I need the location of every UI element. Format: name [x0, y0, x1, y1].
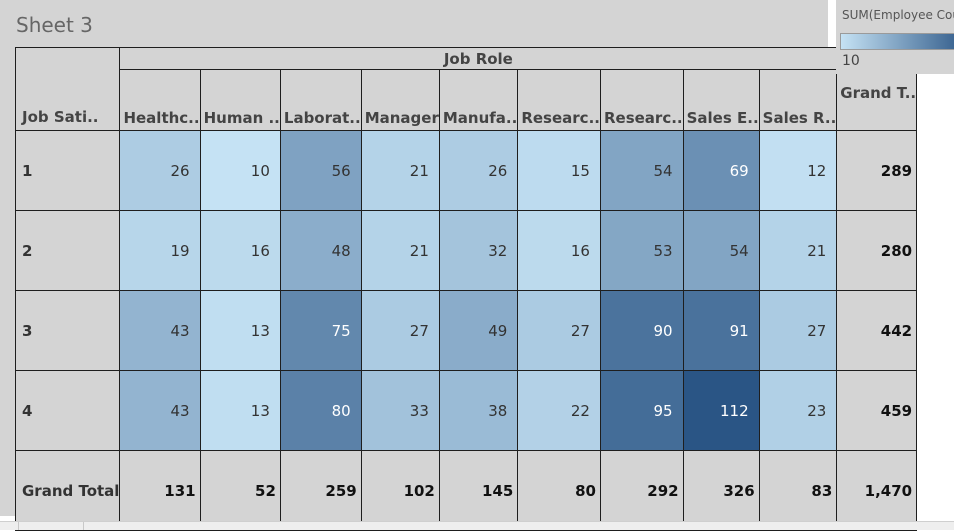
color-legend[interactable]: SUM(Employee Count) 10 [836, 0, 954, 74]
heatmap-cell[interactable]: 15 [517, 130, 601, 211]
legend-min-label: 10 [842, 53, 860, 69]
column-header[interactable]: Sales R.. [758, 69, 838, 131]
row-header[interactable]: 2 [14, 210, 121, 291]
column-grand-total[interactable]: 52 [199, 450, 281, 531]
column-grand-total[interactable]: 326 [682, 450, 760, 531]
column-header[interactable]: Researc.. [599, 69, 684, 131]
column-header[interactable]: Healthc.. [119, 69, 201, 131]
heatmap-cell[interactable]: 27 [360, 290, 440, 371]
column-grand-total[interactable]: 292 [599, 450, 684, 531]
column-header[interactable]: Sales E.. [682, 69, 760, 131]
column-grand-total[interactable]: 131 [119, 450, 201, 531]
heatmap-cell[interactable]: 16 [199, 210, 281, 291]
sheet-tab-bar [0, 521, 954, 530]
heatmap-cell[interactable]: 95 [599, 370, 684, 451]
column-header[interactable]: Human .. [199, 69, 281, 131]
table-row: 1 26 10 56 21 26 15 54 69 12 289 [14, 130, 918, 211]
heatmap-cell[interactable]: 27 [517, 290, 601, 371]
heatmap-cell[interactable]: 13 [199, 290, 281, 371]
column-header[interactable]: Manager [360, 69, 440, 131]
crosstab-table: Job Sati.. Job Role Healthc.. Human .. Labor… [14, 47, 918, 531]
heatmap-cell[interactable]: 21 [360, 210, 440, 291]
heatmap-cell[interactable]: 16 [517, 210, 601, 291]
row-header[interactable]: 1 [14, 130, 121, 211]
heatmap-cell[interactable]: 54 [599, 130, 684, 211]
heatmap-cell[interactable]: 27 [758, 290, 838, 371]
heatmap-cell[interactable]: 33 [360, 370, 440, 451]
table-row: 3 43 13 75 27 49 27 90 91 27 442 [14, 290, 918, 371]
heatmap-cell[interactable]: 21 [360, 130, 440, 211]
heatmap-cell[interactable]: 75 [279, 290, 362, 371]
heatmap-cell[interactable]: 80 [279, 370, 362, 451]
heatmap-cell[interactable]: 13 [199, 370, 281, 451]
heatmap-cell[interactable]: 10 [199, 130, 281, 211]
grand-total-row: Grand Total 131 52 259 102 145 80 292 326 83 1,470 [14, 450, 918, 531]
heatmap-cell[interactable]: 69 [682, 130, 760, 211]
heatmap-cell[interactable]: 53 [599, 210, 684, 291]
heatmap-cell[interactable]: 38 [438, 370, 519, 451]
column-header[interactable]: Manufa.. [438, 69, 519, 131]
table-row: 4 43 13 80 33 38 22 95 112 23 459 [14, 370, 918, 451]
legend-title: SUM(Employee Count) [842, 8, 954, 22]
heatmap-cell[interactable]: 12 [758, 130, 838, 211]
heatmap-cell[interactable]: 90 [599, 290, 684, 371]
heatmap-cell[interactable]: 43 [119, 290, 201, 371]
heatmap-cell[interactable]: 26 [119, 130, 201, 211]
row-grand-total[interactable]: 289 [836, 130, 918, 211]
column-grand-total[interactable]: 145 [438, 450, 519, 531]
heatmap-cell[interactable]: 22 [517, 370, 601, 451]
heatmap-cell[interactable]: 32 [438, 210, 519, 291]
column-header[interactable]: Laborat.. [279, 69, 362, 131]
column-grand-total[interactable]: 83 [758, 450, 838, 531]
sheet-tab[interactable] [18, 522, 84, 530]
heatmap-cell[interactable]: 54 [682, 210, 760, 291]
heatmap-cell[interactable]: 48 [279, 210, 362, 291]
column-grand-total[interactable]: 80 [517, 450, 601, 531]
sheet-title: Sheet 3 [16, 13, 93, 37]
heatmap-cell[interactable]: 91 [682, 290, 760, 371]
column-grand-total[interactable]: 102 [360, 450, 440, 531]
row-grand-total[interactable]: 459 [836, 370, 918, 451]
heatmap-cell[interactable]: 49 [438, 290, 519, 371]
legend-color-ramp [840, 33, 954, 50]
heatmap-cell[interactable]: 21 [758, 210, 838, 291]
heatmap-cell[interactable]: 23 [758, 370, 838, 451]
column-group-header[interactable]: Job Role [119, 47, 838, 70]
row-header[interactable]: 4 [14, 370, 121, 451]
worksheet: Sheet 3 Job Sati.. Job Role Healthc.. Human… [0, 0, 918, 531]
row-grand-total[interactable]: 280 [836, 210, 918, 291]
heatmap-cell[interactable]: 43 [119, 370, 201, 451]
column-grand-total[interactable]: 259 [279, 450, 362, 531]
heatmap-cell[interactable]: 19 [119, 210, 201, 291]
row-grand-total[interactable]: 442 [836, 290, 918, 371]
row-header[interactable]: 3 [14, 290, 121, 371]
column-header[interactable]: Researc.. [517, 69, 601, 131]
overall-grand-total[interactable]: 1,470 [836, 450, 918, 531]
heatmap-cell[interactable]: 56 [279, 130, 362, 211]
grand-total-row-header[interactable]: Grand Total [14, 450, 121, 531]
row-dimension-header[interactable]: Job Sati.. [14, 47, 121, 131]
heatmap-cell[interactable]: 112 [682, 370, 760, 451]
heatmap-cell[interactable]: 26 [438, 130, 519, 211]
grand-total-column-header[interactable]: Grand T.. [836, 69, 918, 131]
table-row: 2 19 16 48 21 32 16 53 54 21 280 [14, 210, 918, 291]
